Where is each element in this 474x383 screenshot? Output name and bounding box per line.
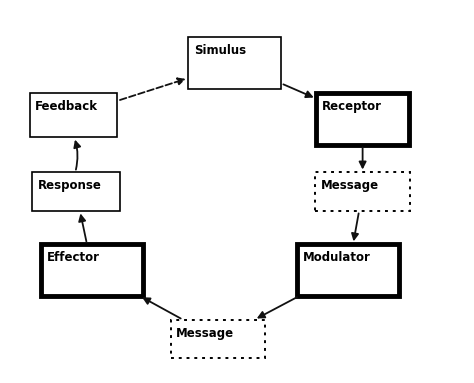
Bar <box>188 38 281 89</box>
Bar <box>315 172 410 211</box>
Bar <box>298 244 399 296</box>
Text: Feedback: Feedback <box>35 100 98 113</box>
Bar <box>171 320 265 358</box>
Text: Effector: Effector <box>47 251 100 264</box>
Text: Message: Message <box>321 179 379 192</box>
Bar <box>316 93 409 145</box>
Text: Message: Message <box>176 327 235 340</box>
Text: Receptor: Receptor <box>322 100 382 113</box>
Bar <box>42 244 143 296</box>
Text: Modulator: Modulator <box>303 251 371 264</box>
Bar <box>32 172 119 211</box>
Text: Response: Response <box>37 179 101 192</box>
Text: Simulus: Simulus <box>194 44 246 57</box>
Bar <box>29 93 117 137</box>
